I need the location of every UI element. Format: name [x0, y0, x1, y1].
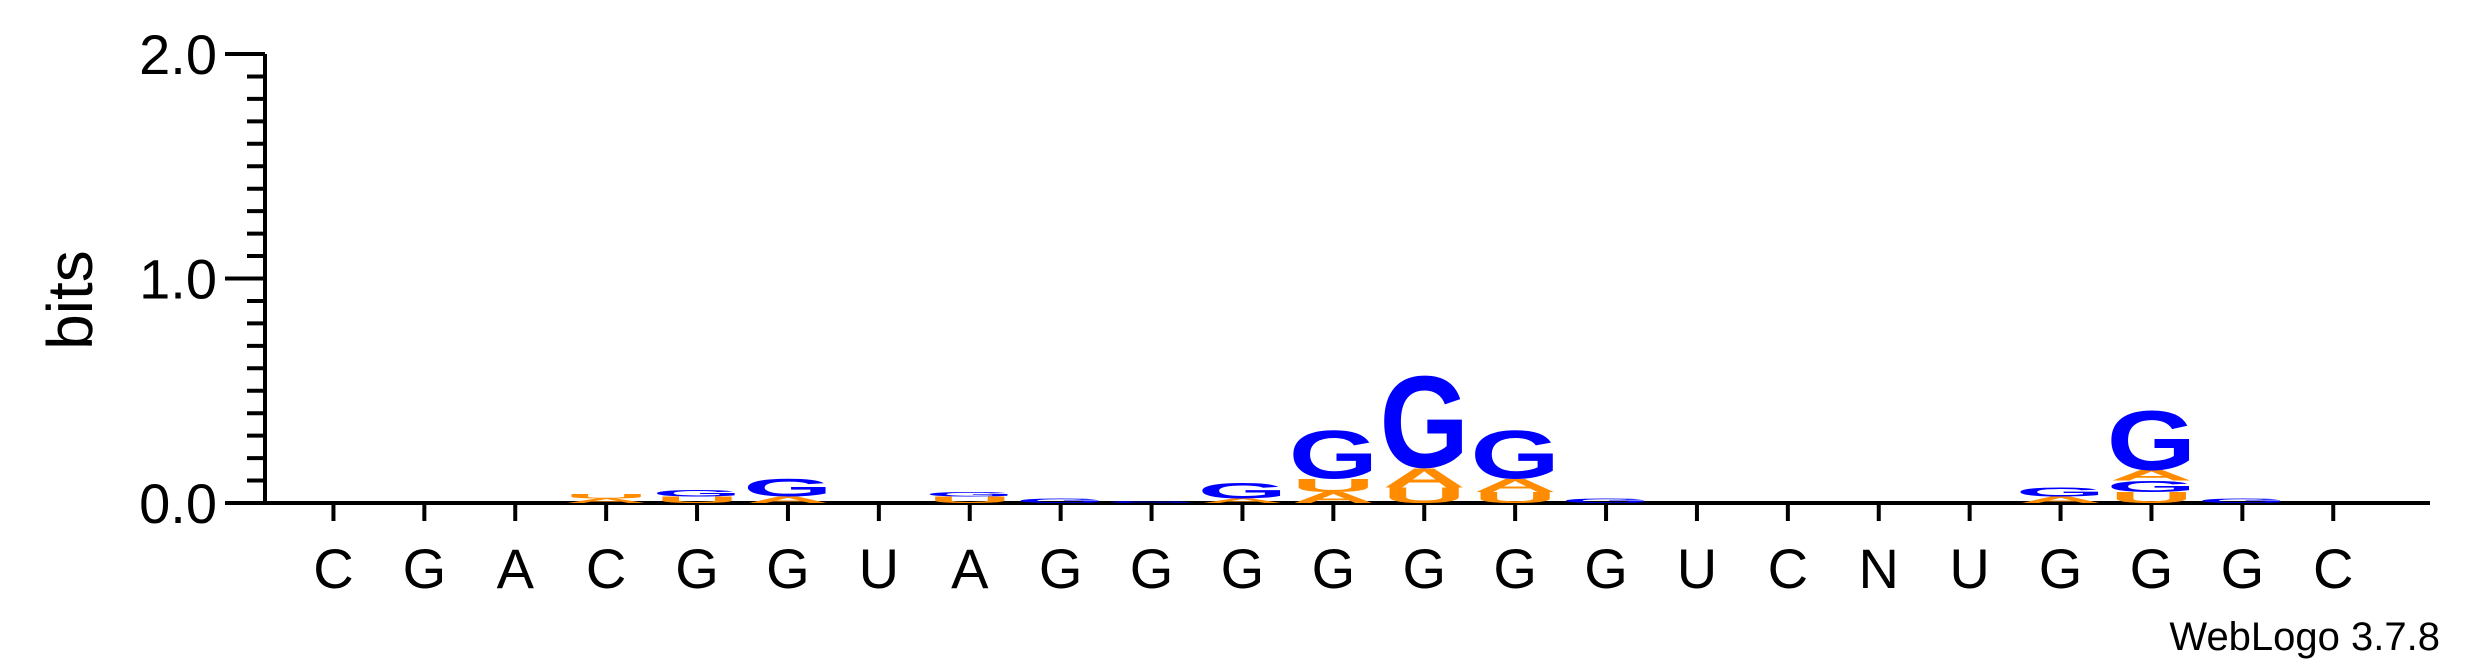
logo-letter-A: A — [746, 495, 829, 505]
y-axis: 0.0 1.0 2.0 — [139, 23, 267, 535]
position-label: G — [1493, 537, 1537, 600]
logo-letter-G: G — [1289, 417, 1379, 494]
position-label: G — [1584, 537, 1628, 600]
position-label: G — [1130, 537, 1174, 600]
position-label: G — [1221, 537, 1265, 600]
logo-letter-U: U — [1474, 489, 1557, 506]
logo-letter-A: A — [1292, 489, 1375, 506]
logo-letter-G: G — [1016, 497, 1106, 504]
position-label: C — [586, 537, 626, 600]
logo-letter-A: A — [2019, 495, 2102, 505]
logo-letter-U: U — [928, 495, 1011, 505]
logo-letter-U: U — [655, 495, 738, 505]
logo-letter-G: G — [652, 488, 742, 498]
logo-letter-G: G — [2107, 394, 2197, 487]
position-label: G — [403, 537, 447, 600]
logo-letter-G: G — [2016, 485, 2106, 499]
position-label: G — [1312, 537, 1356, 600]
position-label: A — [497, 537, 535, 600]
logo-letter-G: G — [2107, 478, 2197, 495]
position-label: C — [313, 537, 353, 600]
logo-letter-G: G — [1561, 497, 1651, 504]
position-label: G — [2221, 537, 2265, 600]
logo-letter-A: A — [565, 497, 648, 504]
y-tick-label: 2.0 — [139, 23, 217, 86]
position-label: U — [1949, 537, 1989, 600]
y-tick-label: 1.0 — [139, 248, 217, 311]
y-axis-label: bits — [34, 250, 106, 350]
position-label: G — [1402, 537, 1446, 600]
logo-letter-G: G — [1198, 479, 1288, 503]
position-label: G — [766, 537, 810, 600]
logo-letter-G: G — [1107, 500, 1197, 503]
logo-letter-A: A — [2110, 467, 2193, 484]
position-label: G — [2039, 537, 2083, 600]
y-tick-label: 0.0 — [139, 472, 217, 535]
position-label: N — [1859, 537, 1899, 600]
position-label: C — [1768, 537, 1808, 600]
logo-letter-A: A — [1474, 475, 1557, 496]
logo-letter-G: G — [1470, 417, 1560, 494]
logo-letter-G: G — [1379, 349, 1469, 496]
position-label: G — [1039, 537, 1083, 600]
position-label: G — [675, 537, 719, 600]
logo-letter-A: A — [1201, 497, 1284, 504]
logo-letter-A: A — [1383, 462, 1466, 493]
logo-letter-G: G — [2198, 497, 2288, 504]
logo-letter-U: U — [565, 493, 648, 500]
logo-letter-U: U — [2110, 489, 2193, 506]
position-label: C — [2313, 537, 2353, 600]
logo-letter-G: G — [925, 491, 1015, 498]
logo-letter-U: U — [1383, 483, 1466, 507]
logo-letter-U: U — [1292, 475, 1375, 496]
position-label: U — [859, 537, 899, 600]
weblogo-credit: WebLogo 3.7.8 — [2169, 615, 2440, 659]
logo-letter-G: G — [743, 474, 833, 502]
position-label: U — [1677, 537, 1717, 600]
position-label: G — [2130, 537, 2174, 600]
position-label: A — [951, 537, 989, 600]
